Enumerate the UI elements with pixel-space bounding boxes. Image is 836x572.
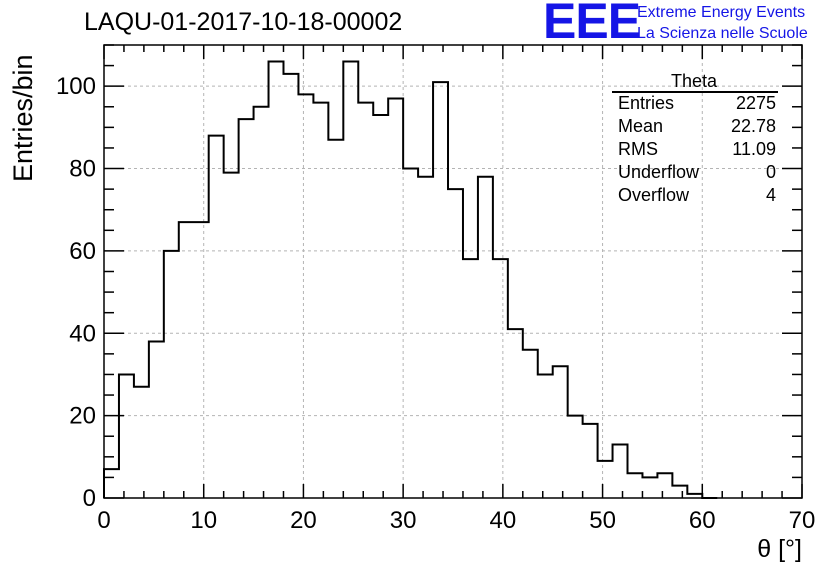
y-tick-label: 20 xyxy=(69,403,96,430)
x-tick-label: 70 xyxy=(789,507,816,534)
y-tick-label: 0 xyxy=(83,485,96,512)
y-tick-label: 100 xyxy=(56,73,96,100)
histogram-bin xyxy=(433,82,448,498)
stats-value: 22.78 xyxy=(730,116,776,136)
histogram-bin xyxy=(194,222,209,498)
histogram-bin xyxy=(538,374,553,498)
x-tick-label: 20 xyxy=(290,507,317,534)
x-tick-label: 30 xyxy=(390,507,417,534)
stats-value: 2275 xyxy=(735,93,776,113)
stats-divider xyxy=(612,91,778,93)
eee-logo-caption-2: La Scienza nelle Scuole xyxy=(637,25,808,42)
x-tick-label: 10 xyxy=(190,507,217,534)
histogram-bin xyxy=(657,473,672,498)
eee-logo-caption-1: Extreme Energy Events xyxy=(637,4,806,21)
histogram-bin xyxy=(598,461,613,498)
x-tick-label: 40 xyxy=(490,507,517,534)
stats-row-underflow: Underflow 0 xyxy=(612,161,776,184)
stats-value: 0 xyxy=(765,162,776,182)
stats-label: Entries xyxy=(618,93,675,113)
y-tick-label: 80 xyxy=(69,156,96,183)
x-tick-label: 60 xyxy=(689,507,716,534)
histogram-bin xyxy=(134,387,149,498)
histogram-bin xyxy=(239,119,254,498)
histogram-bin xyxy=(313,103,328,498)
histogram-bin xyxy=(328,140,343,498)
histogram-bin xyxy=(478,177,493,498)
stats-label: Mean xyxy=(618,116,664,136)
histogram-bin xyxy=(343,61,358,498)
histogram-bin xyxy=(583,424,598,498)
stats-label: RMS xyxy=(618,139,658,159)
grid-lines xyxy=(104,45,802,498)
histogram-bin xyxy=(508,329,523,498)
histogram-bin xyxy=(463,259,478,498)
histogram-bin xyxy=(523,350,538,498)
x-tick-label: 50 xyxy=(589,507,616,534)
histogram-bin xyxy=(448,189,463,498)
stats-row-mean: Mean 22.78 xyxy=(612,115,776,138)
histogram-bin xyxy=(568,416,583,498)
histogram-bin xyxy=(164,251,179,498)
histogram-bin xyxy=(628,473,643,498)
stats-label: Underflow xyxy=(618,162,700,182)
histogram-bin xyxy=(553,366,568,498)
histogram-series xyxy=(103,60,718,499)
histogram-bin xyxy=(283,74,298,498)
histogram-bin xyxy=(642,477,657,498)
stats-value: 4 xyxy=(765,185,776,205)
histogram-bin xyxy=(104,469,119,498)
histogram-bin xyxy=(254,107,269,498)
stats-row-entries: Entries 2275 xyxy=(612,92,776,115)
histogram-bin xyxy=(388,99,403,498)
x-axis-label: θ [°] xyxy=(757,535,802,563)
histogram-bin xyxy=(373,115,388,498)
histogram-bin xyxy=(403,169,418,498)
histogram-bin xyxy=(119,374,134,498)
stats-value: 11.09 xyxy=(732,139,776,159)
eee-logo: EEE xyxy=(543,0,641,49)
histogram-bin xyxy=(224,173,239,498)
histogram-bin xyxy=(298,94,313,498)
y-axis-label: Entries/bin xyxy=(8,54,38,182)
stats-box: Theta Entries 2275 Mean 22.78 RMS 11.09 … xyxy=(612,70,778,207)
plot-title: LAQU-01-2017-10-18-00002 xyxy=(84,8,403,36)
histogram-bin xyxy=(358,103,373,498)
stats-row-overflow: Overflow 4 xyxy=(612,184,776,207)
histogram-bin xyxy=(269,61,284,498)
stats-label: Overflow xyxy=(618,185,690,205)
y-tick-label: 60 xyxy=(69,238,96,265)
stats-title: Theta xyxy=(670,71,718,91)
y-tick-label: 40 xyxy=(69,320,96,347)
histogram-bin xyxy=(209,136,224,498)
stats-row-rms: RMS 11.09 xyxy=(612,138,776,161)
histogram-bin xyxy=(418,177,433,498)
histogram-outline xyxy=(103,60,718,499)
histogram-bin xyxy=(149,342,164,498)
histogram-bin xyxy=(179,222,194,498)
histogram-bin xyxy=(493,259,508,498)
histogram-bin xyxy=(613,444,628,498)
x-tick-label: 0 xyxy=(97,507,110,534)
histogram-bin xyxy=(672,486,687,498)
